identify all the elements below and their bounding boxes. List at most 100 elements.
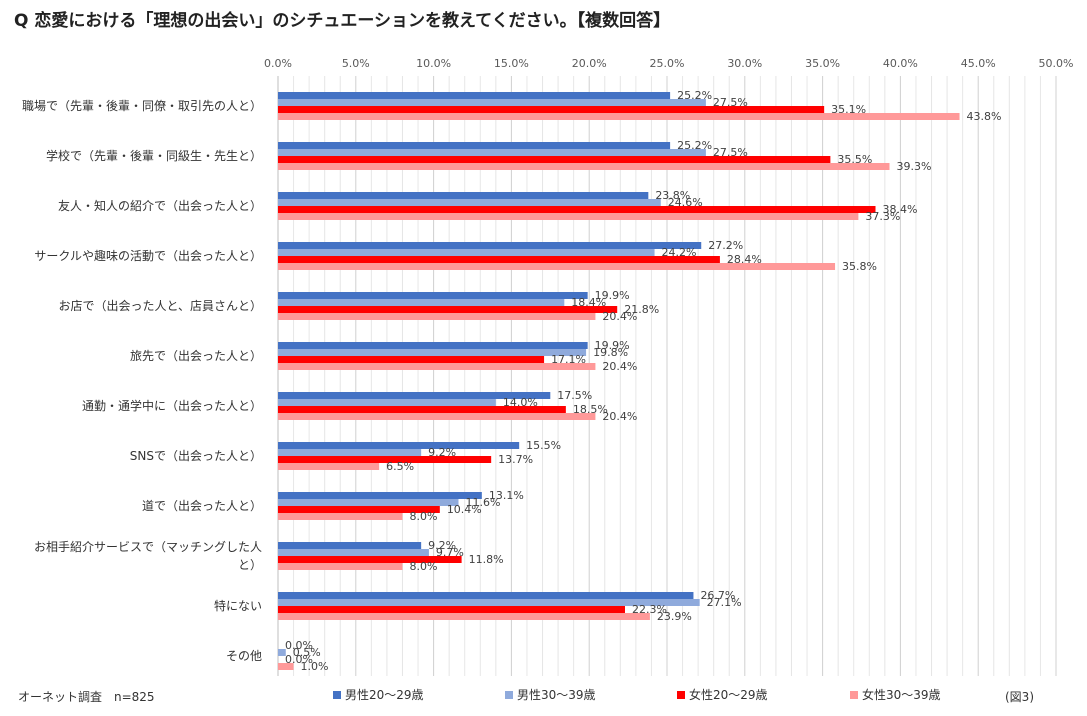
bar [278,313,596,320]
bar [278,142,671,149]
bar [278,556,462,563]
x-tick-label: 35.0% [805,57,840,70]
bar [278,342,588,349]
data-label: 9.7% [436,546,464,559]
bar [278,442,520,449]
data-label: 11.8% [469,553,504,566]
x-tick-label: 45.0% [961,57,996,70]
bar [278,113,960,120]
bar [278,99,706,106]
x-tick-label: 15.0% [494,57,529,70]
data-label: 15.5% [526,439,561,452]
x-tick-label: 5.0% [342,57,370,70]
bar [278,242,702,249]
legend-item-female-30s: 女性30〜39歳 [850,686,941,703]
data-label: 28.4% [727,253,762,266]
category-label: 職場で（先輩・後輩・同僚・取引先の人と） [22,98,262,113]
category-label: 通勤・通学中に（出会った人と） [82,398,262,413]
data-label: 10.4% [447,503,482,516]
chart-title: Q 恋愛における「理想の出会い」のシチュエーションを教えてください。【複数回答】 [14,11,671,31]
category-label: 特にない [214,598,262,613]
data-label: 9.2% [428,539,456,552]
bar [278,456,492,463]
bar [278,106,825,113]
data-label: 1.0% [301,660,329,673]
bar [278,549,429,556]
data-label: 6.5% [386,460,414,473]
category-label: 友人・知人の紹介で（出会った人と） [58,199,262,213]
data-label: 13.7% [498,453,533,466]
bar [278,599,700,606]
bar [278,463,380,470]
bar [278,499,459,506]
data-label: 0.0% [285,653,313,666]
bar [278,363,596,370]
bar [278,156,831,163]
data-label: 24.2% [662,246,697,259]
data-label: 25.2% [677,139,712,152]
data-label: 20.4% [602,310,637,323]
data-label: 14.0% [503,396,538,409]
data-label: 26.7% [700,589,735,602]
data-label: 39.3% [897,160,932,173]
data-label: 27.5% [713,146,748,159]
data-label: 35.1% [831,103,866,116]
bar [278,249,655,256]
bar [278,356,545,363]
bar [278,492,482,499]
bar [278,663,294,670]
bar [278,192,649,199]
data-label: 21.8% [624,303,659,316]
bar [278,506,440,513]
x-tick-label: 0.0% [264,57,292,70]
bar [278,513,403,520]
x-tick-label: 50.0% [1039,57,1074,70]
bar [278,392,551,399]
data-label: 22.3% [632,603,667,616]
data-label: 20.4% [602,360,637,373]
data-label: 37.3% [865,210,900,223]
x-tick-label: 40.0% [883,57,918,70]
data-label: 20.4% [602,410,637,423]
category-label: 学校で（先輩・後輩・同級生・先生と） [46,148,262,163]
data-label: 25.2% [677,89,712,102]
data-label: 27.1% [707,596,742,609]
legend-label: 女性30〜39歳 [862,688,941,702]
category-label: お店で（出会った人と、店員さんと） [58,299,262,313]
bar [278,299,565,306]
bar [278,306,618,313]
data-label: 8.0% [409,510,437,523]
bar [278,399,496,406]
x-tick-label: 10.0% [416,57,451,70]
category-label: と） [238,558,262,572]
category-label: 道で（出会った人と） [142,499,262,513]
data-label: 18.4% [571,296,606,309]
bar [278,149,706,156]
bar [278,649,286,656]
data-label: 17.1% [551,353,586,366]
data-label: 24.6% [668,196,703,209]
x-tick-label: 30.0% [727,57,762,70]
bar [278,406,566,413]
data-label: 18.5% [573,403,608,416]
category-label: お相手紹介サービスで（マッチングした人 [34,540,262,554]
data-label: 43.8% [967,110,1002,123]
figure-number: (図3) [1005,690,1034,704]
data-label: 35.8% [842,260,877,273]
bar [278,263,836,270]
legend-item-male-30s: 男性30〜39歳 [505,686,596,703]
data-label: 19.9% [595,289,630,302]
data-label: 19.9% [595,339,630,352]
bar [278,563,403,570]
data-label: 38.4% [883,203,918,216]
bar [278,206,876,213]
bar [278,449,422,456]
category-label: その他 [226,649,262,663]
legend-label: 男性20〜29歳 [345,688,424,702]
data-label: 11.6% [465,496,500,509]
bar [278,256,720,263]
bar [278,606,625,613]
legend-swatch [677,690,685,699]
data-label: 0.5% [293,646,321,659]
